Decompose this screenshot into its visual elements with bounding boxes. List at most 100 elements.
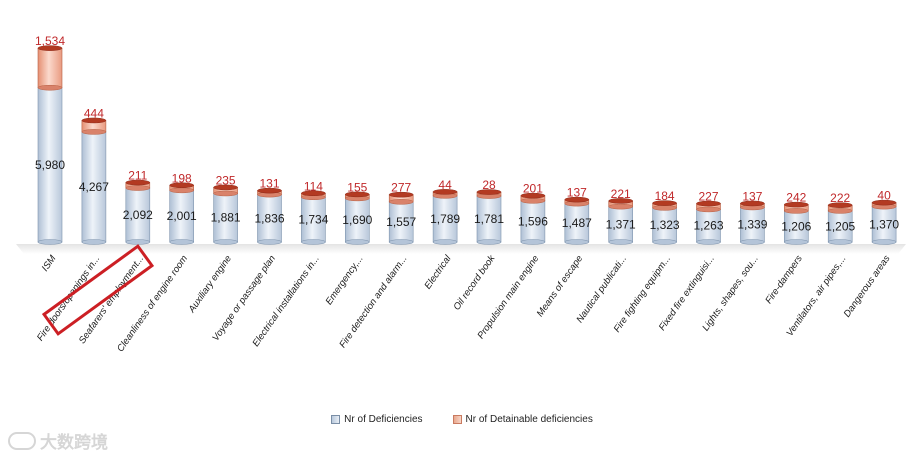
bar-base-1 <box>37 239 63 245</box>
bar-base-15 <box>652 239 677 245</box>
bar-base-18 <box>783 239 809 245</box>
bar-joint-14 <box>608 203 633 210</box>
legend-swatch-deficiencies <box>331 415 341 424</box>
bar-base-10 <box>432 239 458 245</box>
bar-cap-6 <box>257 187 282 194</box>
value-label-deficiencies-10: 1,789 <box>430 212 460 226</box>
category-label-13: Means of escape <box>535 253 586 319</box>
bar-cap-16 <box>696 200 721 207</box>
bar-cap-4 <box>169 182 194 189</box>
bar-joint-5 <box>213 190 238 197</box>
value-label-deficiencies-15: 1,323 <box>650 218 680 232</box>
bar-deficiencies-12 <box>520 200 546 243</box>
category-label-5: Auxiliary engine <box>186 253 234 315</box>
bar-cap-3 <box>125 179 151 186</box>
value-label-deficiencies-19: 1,205 <box>825 219 855 233</box>
bar-deficiencies-5 <box>213 193 238 243</box>
bar-joint-18 <box>784 208 809 214</box>
category-label-8: Emergency,... <box>324 253 366 307</box>
bar-joint-16 <box>696 206 721 213</box>
category-label-18: Fire-dampers <box>763 253 805 306</box>
value-label-detainable-20: 40 <box>877 189 891 203</box>
value-label-detainable-18: 242 <box>786 191 806 205</box>
bar-cap-5 <box>213 184 238 191</box>
legend-swatch-detainable <box>452 415 462 424</box>
bar-cap-15 <box>652 200 677 206</box>
bar-base-20 <box>871 239 897 245</box>
bar-joint-2 <box>81 129 107 135</box>
bar-cap-19 <box>827 202 853 208</box>
value-label-detainable-15: 184 <box>655 189 675 203</box>
bar-joint-1 <box>37 84 63 91</box>
bar-cap-18 <box>784 201 809 208</box>
bar-cap-8 <box>345 191 370 198</box>
bar-cap-13 <box>564 196 590 203</box>
bar-deficiencies-10 <box>432 195 458 243</box>
watermark-text: 大数跨境 <box>40 433 108 452</box>
bar-deficiencies-13 <box>564 203 590 243</box>
bar-cap-10 <box>432 189 458 195</box>
value-label-deficiencies-12: 1,596 <box>518 214 548 228</box>
value-label-deficiencies-8: 1,690 <box>342 213 372 227</box>
value-label-detainable-13: 137 <box>567 186 587 200</box>
value-label-detainable-16: 227 <box>698 190 718 204</box>
bar-base-9 <box>388 239 414 245</box>
value-label-deficiencies-7: 1,734 <box>298 213 328 227</box>
value-label-detainable-1: 1,534 <box>35 34 65 48</box>
value-label-detainable-9: 277 <box>391 181 411 195</box>
value-label-detainable-4: 198 <box>172 171 192 185</box>
bar-detainable-1 <box>37 47 63 89</box>
value-label-detainable-12: 201 <box>523 182 543 196</box>
legend-label-detainable: Nr of Detainable deficiencies <box>465 414 593 425</box>
bar-base-14 <box>608 239 634 245</box>
value-label-deficiencies-16: 1,263 <box>693 219 723 233</box>
bar-base-16 <box>696 239 721 245</box>
bar-base-13 <box>564 239 590 245</box>
bar-cap-11 <box>476 189 502 195</box>
category-label-11: Oil record book <box>451 252 498 312</box>
bar-base-17 <box>740 239 765 245</box>
value-label-deficiencies-18: 1,206 <box>781 219 811 233</box>
value-label-detainable-17: 137 <box>742 189 762 203</box>
bar-deficiencies-18 <box>783 210 809 243</box>
value-label-deficiencies-17: 1,339 <box>737 218 767 232</box>
bar-base-2 <box>81 239 107 245</box>
bar-deficiencies-6 <box>257 194 282 243</box>
bar-joint-15 <box>652 205 677 211</box>
bar-deficiencies-16 <box>696 209 721 243</box>
bar-cap-17 <box>740 200 765 207</box>
bar-cap-7 <box>301 190 326 197</box>
value-label-detainable-10: 44 <box>438 178 452 192</box>
bar-cap-20 <box>871 199 897 206</box>
value-label-detainable-6: 131 <box>259 177 279 191</box>
value-label-detainable-8: 155 <box>347 180 367 194</box>
value-label-deficiencies-3: 2,092 <box>123 208 153 222</box>
watermark-logo-icon <box>8 431 36 450</box>
value-label-detainable-14: 221 <box>611 187 631 201</box>
legend-item-deficiencies: Nr of Deficiencies <box>331 414 423 425</box>
bar-base-5 <box>213 239 238 245</box>
bar-deficiencies-1 <box>37 87 63 243</box>
watermark: 大数跨境 <box>8 428 108 453</box>
value-label-deficiencies-20: 1,370 <box>869 217 899 231</box>
bar-joint-3 <box>125 185 151 191</box>
value-label-deficiencies-11: 1,781 <box>474 212 504 226</box>
bar-joint-12 <box>520 198 546 204</box>
value-label-deficiencies-14: 1,371 <box>606 217 636 231</box>
chart-floor <box>16 244 906 254</box>
bar-joint-19 <box>827 208 853 214</box>
value-label-deficiencies-2: 4,267 <box>79 180 109 194</box>
legend-item-detainable: Nr of Detainable deficiencies <box>452 414 593 425</box>
bar-base-19 <box>827 239 853 245</box>
value-label-detainable-2: 444 <box>84 106 104 120</box>
bar-base-6 <box>257 239 282 245</box>
value-label-deficiencies-5: 1,881 <box>211 211 241 225</box>
bar-deficiencies-4 <box>169 190 194 243</box>
value-label-detainable-11: 28 <box>482 178 496 192</box>
value-label-deficiencies-6: 1,836 <box>254 211 284 225</box>
highlight-box <box>41 244 155 336</box>
value-label-detainable-19: 222 <box>830 191 850 205</box>
value-label-deficiencies-4: 2,001 <box>167 209 197 223</box>
value-label-deficiencies-9: 1,557 <box>386 215 416 229</box>
